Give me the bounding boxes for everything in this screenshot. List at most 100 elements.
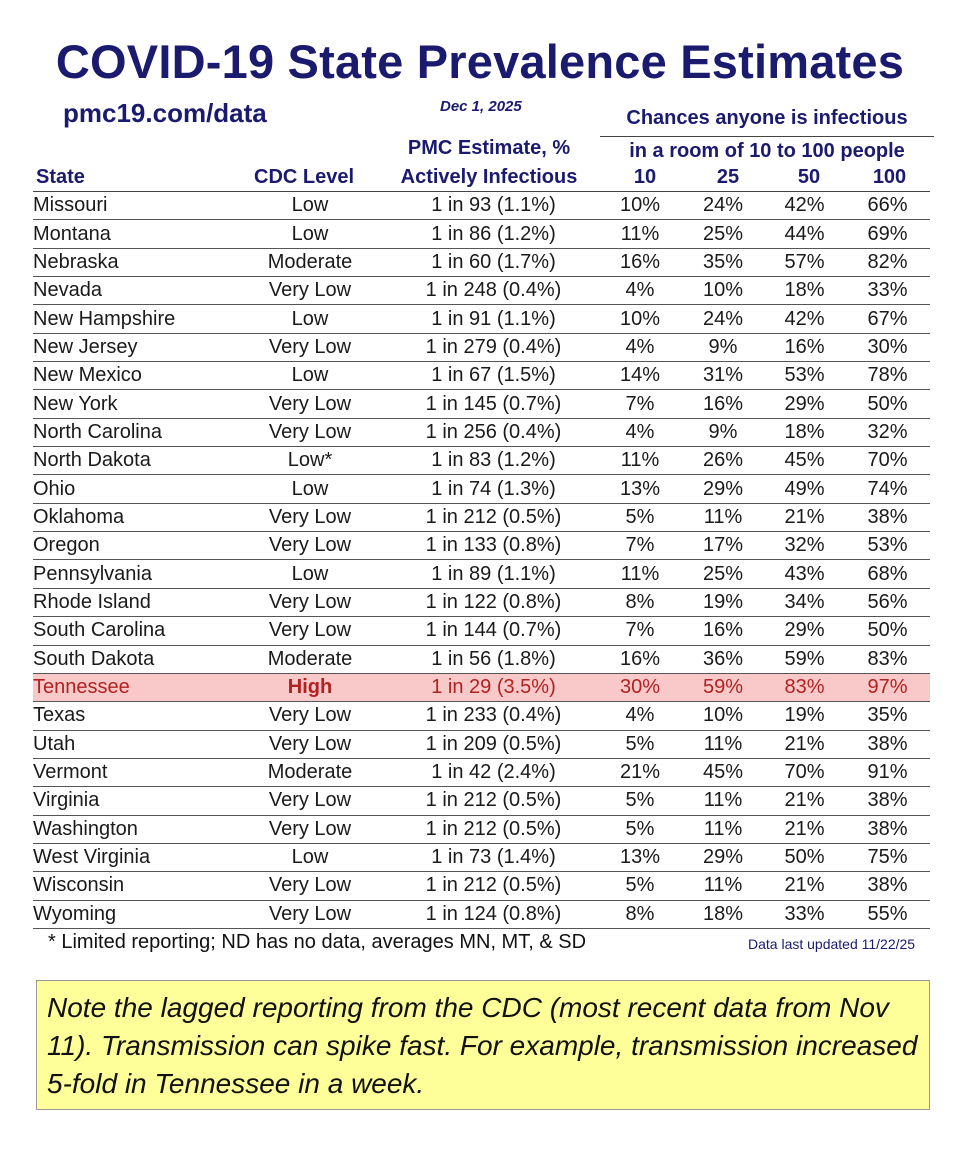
cell-room-25: 17% — [682, 531, 764, 561]
report-date: Dec 1, 2025 — [440, 98, 522, 115]
table-row: Oklahoma Very Low 1 in 212 (0.5%) 5% 11% 21% 3… — [33, 503, 930, 533]
cell-room-25: 18% — [682, 900, 764, 929]
table-row: New Hampshire Low 1 in 91 (1.1%) 10% 24% 42% 6… — [33, 304, 930, 334]
cell-cdc-level: Very Low — [231, 730, 389, 759]
page-title: COVID-19 State Prevalence Estimates — [55, 35, 905, 88]
cell-room-25: 10% — [682, 701, 764, 731]
cell-pmc-estimate: 1 in 89 (1.1%) — [389, 559, 598, 589]
cell-room-100: 67% — [845, 304, 930, 334]
cell-room-100: 38% — [845, 786, 930, 816]
table-row: West Virginia Low 1 in 73 (1.4%) 13% 29% 50% 7… — [33, 843, 930, 873]
table-row: Missouri Low 1 in 93 (1.1%) 10% 24% 42% 66% — [33, 191, 930, 221]
cell-state: New York — [33, 389, 231, 419]
cell-room-10: 11% — [598, 559, 682, 589]
table-row: Nevada Very Low 1 in 248 (0.4%) 4% 10% 18% 33% — [33, 276, 930, 306]
cell-room-100: 97% — [845, 673, 930, 703]
cell-pmc-estimate: 1 in 133 (0.8%) — [389, 531, 598, 561]
table-row: North Dakota Low* 1 in 83 (1.2%) 11% 26% 45% 7… — [33, 446, 930, 476]
cell-cdc-level: Low — [231, 219, 389, 249]
cell-room-10: 5% — [598, 871, 682, 901]
table-row: Washington Very Low 1 in 212 (0.5%) 5% 11% 21… — [33, 815, 930, 844]
cell-cdc-level: High — [231, 673, 389, 703]
table-row: New Mexico Low 1 in 67 (1.5%) 14% 31% 53% 78% — [33, 361, 930, 391]
column-header-cdc-level: CDC Level — [254, 166, 355, 188]
cell-cdc-level: Very Low — [231, 333, 389, 363]
cell-room-25: 25% — [682, 219, 764, 249]
cell-room-10: 7% — [598, 389, 682, 419]
data-updated-label: Data last updated 11/22/25 — [748, 936, 916, 952]
cell-room-50: 21% — [764, 871, 845, 901]
cell-room-50: 29% — [764, 616, 845, 646]
cell-room-50: 34% — [764, 588, 845, 618]
table-row: South Dakota Moderate 1 in 56 (1.8%) 16% 36%… — [33, 645, 930, 674]
source-url[interactable]: pmc19.com/data — [63, 98, 267, 128]
table-row: Montana Low 1 in 86 (1.2%) 11% 25% 44% 69% — [33, 219, 930, 249]
cell-room-50: 42% — [764, 304, 845, 334]
cell-state: Oklahoma — [33, 503, 231, 533]
cell-pmc-estimate: 1 in 209 (0.5%) — [389, 730, 598, 759]
cell-room-50: 32% — [764, 531, 845, 561]
cell-state: Ohio — [33, 474, 231, 504]
cell-room-50: 59% — [764, 645, 845, 674]
cell-room-100: 68% — [845, 559, 930, 589]
cell-cdc-level: Low — [231, 559, 389, 589]
cell-room-50: 50% — [764, 843, 845, 873]
cell-room-50: 43% — [764, 559, 845, 589]
cell-cdc-level: Low* — [231, 446, 389, 476]
cell-room-25: 31% — [682, 361, 764, 391]
cell-room-100: 83% — [845, 645, 930, 674]
cell-state: Missouri — [33, 191, 231, 221]
cell-room-10: 16% — [598, 248, 682, 278]
cell-cdc-level: Very Low — [231, 503, 389, 533]
cell-pmc-estimate: 1 in 86 (1.2%) — [389, 219, 598, 249]
cell-pmc-estimate: 1 in 122 (0.8%) — [389, 588, 598, 618]
cell-state: Virginia — [33, 786, 231, 816]
cell-state: Vermont — [33, 758, 231, 788]
cell-state: New Jersey — [33, 333, 231, 363]
cell-state: South Carolina — [33, 616, 231, 646]
cell-state: South Dakota — [33, 645, 231, 674]
cell-room-10: 10% — [598, 191, 682, 221]
cell-pmc-estimate: 1 in 256 (0.4%) — [389, 418, 598, 448]
cell-room-100: 53% — [845, 531, 930, 561]
cell-pmc-estimate: 1 in 91 (1.1%) — [389, 304, 598, 334]
cell-cdc-level: Very Low — [231, 900, 389, 929]
cell-room-10: 7% — [598, 531, 682, 561]
cell-room-100: 38% — [845, 730, 930, 759]
cell-state: Oregon — [33, 531, 231, 561]
table-row: Vermont Moderate 1 in 42 (2.4%) 21% 45% 70% 91… — [33, 758, 930, 788]
cell-room-10: 14% — [598, 361, 682, 391]
cell-state: Montana — [33, 219, 231, 249]
cell-room-50: 19% — [764, 701, 845, 731]
cell-room-10: 4% — [598, 418, 682, 448]
cell-room-50: 21% — [764, 815, 845, 844]
cell-room-25: 19% — [682, 588, 764, 618]
cell-room-100: 33% — [845, 276, 930, 306]
cell-state: Washington — [33, 815, 231, 844]
cell-room-100: 78% — [845, 361, 930, 391]
cell-room-25: 11% — [682, 503, 764, 533]
cell-pmc-estimate: 1 in 56 (1.8%) — [389, 645, 598, 674]
cell-room-50: 44% — [764, 219, 845, 249]
cell-room-50: 45% — [764, 446, 845, 476]
cell-cdc-level: Very Low — [231, 531, 389, 561]
chances-line-1: Chances anyone is infectious — [626, 107, 908, 129]
table-row: Texas Very Low 1 in 233 (0.4%) 4% 10% 19% 35% — [33, 701, 930, 731]
column-header-room-25: 25 — [716, 166, 740, 188]
cell-room-25: 11% — [682, 871, 764, 901]
table-row: South Carolina Very Low 1 in 144 (0.7%) 7% 1… — [33, 616, 930, 646]
table-row: Tennessee High 1 in 29 (3.5%) 30% 59% 83% 97% — [33, 673, 930, 703]
cell-room-10: 5% — [598, 815, 682, 844]
cell-cdc-level: Low — [231, 361, 389, 391]
cell-room-50: 21% — [764, 503, 845, 533]
cell-room-25: 29% — [682, 474, 764, 504]
cell-pmc-estimate: 1 in 212 (0.5%) — [389, 815, 598, 844]
cell-room-100: 32% — [845, 418, 930, 448]
cell-pmc-estimate: 1 in 67 (1.5%) — [389, 361, 598, 391]
cell-state: Tennessee — [33, 673, 231, 703]
cell-cdc-level: Very Low — [231, 588, 389, 618]
cell-pmc-estimate: 1 in 144 (0.7%) — [389, 616, 598, 646]
cell-room-25: 35% — [682, 248, 764, 278]
cell-pmc-estimate: 1 in 93 (1.1%) — [389, 191, 598, 221]
cell-cdc-level: Very Low — [231, 815, 389, 844]
